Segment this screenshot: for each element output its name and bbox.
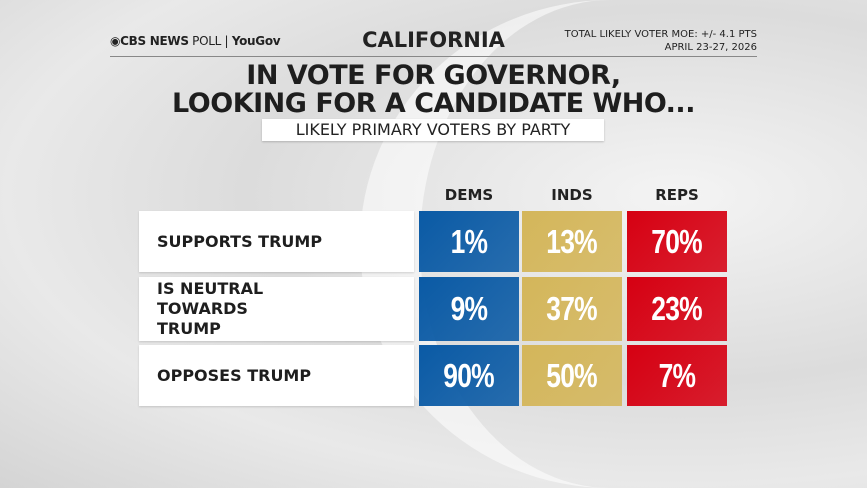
moe-text: TOTAL LIKELY VOTER MOE: +/- 4.1 PTS	[564, 29, 757, 40]
value-cell-dems: 90%	[419, 345, 519, 406]
value-label: 70%	[651, 222, 703, 260]
moe-info: TOTAL LIKELY VOTER MOE: +/- 4.1 PTS APRIL…	[565, 28, 757, 54]
value-cell-inds: 50%	[522, 345, 622, 406]
value-cell-dems: 1%	[419, 211, 519, 272]
poll-dates: APRIL 23-27, 2026	[664, 42, 757, 53]
value-cell-reps: 70%	[627, 211, 727, 272]
title-line: IN VOTE FOR GOVERNOR,	[246, 60, 621, 91]
value-label: 9%	[450, 290, 488, 327]
value-cell-inds: 37%	[522, 277, 622, 341]
value-label: 7%	[658, 356, 696, 394]
chart-title: IN VOTE FOR GOVERNOR, LOOKING FOR A CANDI…	[0, 62, 867, 118]
cbs-yougov-logo: ◉CBS NEWS POLL | YouGov	[110, 34, 281, 48]
value-cell-dems: 9%	[419, 277, 519, 341]
chart-subtitle: LIKELY PRIMARY VOTERS BY PARTY	[262, 119, 604, 141]
column-header-reps: REPS	[655, 186, 699, 204]
column-header-inds: INDS	[551, 186, 593, 204]
state-title: CALIFORNIA	[362, 28, 505, 52]
value-label: 23%	[651, 290, 703, 327]
value-label: 1%	[450, 222, 488, 260]
row-label: SUPPORTS TRUMP	[139, 211, 414, 272]
header-divider	[110, 56, 757, 57]
column-header-dems: DEMS	[444, 186, 494, 204]
title-line: LOOKING FOR A CANDIDATE WHO...	[172, 88, 695, 119]
value-label: 37%	[546, 290, 598, 327]
value-cell-inds: 13%	[522, 211, 622, 272]
value-label: 90%	[443, 356, 495, 394]
value-cell-reps: 7%	[627, 345, 727, 406]
value-label: 13%	[546, 222, 598, 260]
row-label: IS NEUTRAL TOWARDS TRUMP	[139, 277, 414, 341]
row-label: OPPOSES TRUMP	[139, 345, 414, 406]
value-label: 50%	[546, 356, 598, 394]
value-cell-reps: 23%	[627, 277, 727, 341]
